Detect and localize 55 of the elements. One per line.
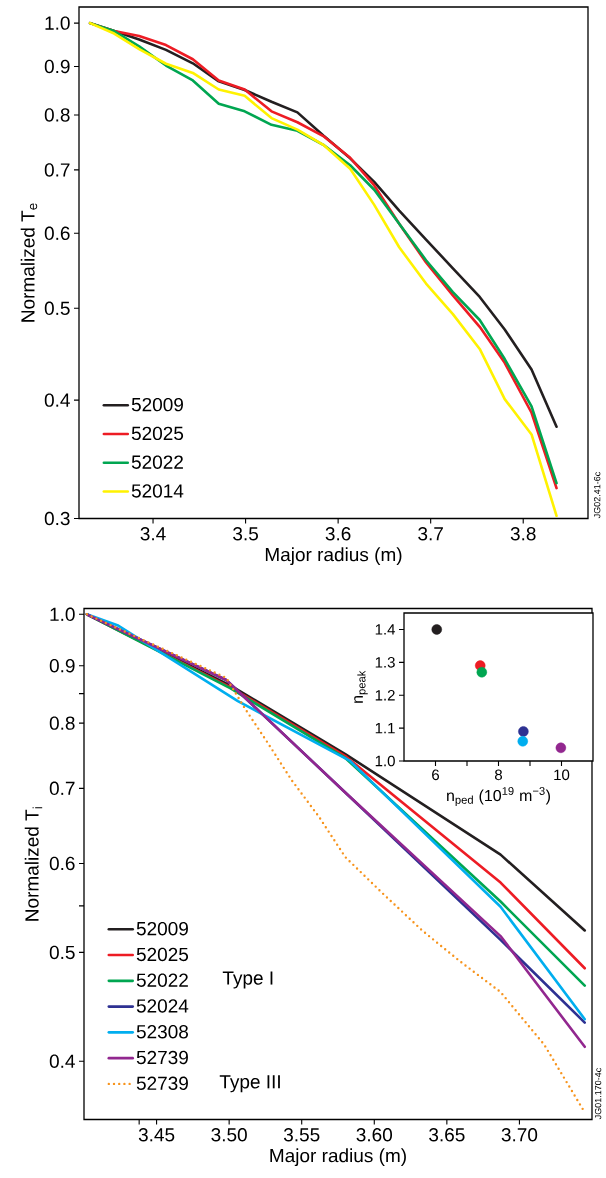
y-axis-title: Normalized T$_{i}$ [24, 807, 43, 921]
x-tick-label: 8 [494, 769, 503, 781]
x-tick-label: 3.65 [429, 1128, 465, 1142]
x-tick-label: 3.7 [418, 527, 443, 541]
y-tick-label: 1.1 [375, 722, 395, 734]
legend-label: 52739 [136, 1076, 188, 1090]
y-tick-label: 0.7 [49, 781, 75, 796]
y-axis-title: n$_{peak}$ [354, 670, 368, 703]
y-tick-label: 1.0 [50, 607, 75, 622]
x-tick-label: 3.50 [211, 1128, 247, 1142]
legend-label: 52739 [136, 1050, 188, 1065]
legend-label: 52009 [136, 921, 188, 936]
x-tick-label: 10 [554, 769, 570, 781]
y-tick-label: 0.5 [49, 945, 75, 960]
y-tick-label: 0.6 [49, 856, 75, 871]
annotation: Type I [222, 971, 273, 989]
x-tick-label: 3.70 [501, 1128, 538, 1142]
legend-label: 52022 [136, 973, 188, 987]
text: JG02.41-6c [593, 472, 601, 519]
x-axis-title: n$_{ped}$ (10$^{19}$ m$^{−3}$) [447, 787, 550, 807]
x-axis-title: Major radius (m) [270, 1148, 406, 1167]
y-tick-label: 1.0 [375, 755, 395, 767]
legend-label: 52014 [131, 484, 184, 498]
x-tick-label: 3.60 [356, 1128, 393, 1142]
x-axis-title: Major radius (m) [265, 547, 402, 566]
text: JG01.170-4c [594, 1068, 602, 1120]
y-tick-label: 0.5 [44, 301, 70, 316]
x-tick-label: 3.5 [233, 527, 258, 541]
y-tick-label: 0.8 [49, 716, 75, 730]
y-tick-label: 0.8 [44, 108, 70, 122]
y-tick-label: 1.3 [375, 657, 395, 668]
y-tick-label: 1.4 [375, 624, 396, 635]
x-tick-label: 3.6 [325, 527, 351, 541]
y-tick-label: 0.9 [49, 658, 75, 673]
legend-label: 52308 [136, 1024, 189, 1039]
legend-label: 52025 [131, 426, 184, 441]
legend-label: 52025 [136, 947, 189, 962]
y-tick-label: 1.2 [375, 689, 395, 701]
annotation: Type III [219, 1075, 280, 1093]
legend-label: 52024 [136, 999, 189, 1013]
x-tick-label: 3.55 [283, 1128, 320, 1142]
y-tick-label: 1.0 [45, 16, 70, 30]
y-axis-title: Normalized T$_{e}$ [20, 203, 38, 322]
y-tick-label: 0.7 [44, 163, 70, 177]
x-tick-label: 6 [432, 769, 440, 781]
y-tick-label: 0.4 [49, 1054, 75, 1068]
x-tick-label: 3.8 [510, 527, 536, 541]
y-tick-label: 0.6 [44, 226, 70, 241]
y-tick-label: 0.4 [44, 393, 70, 407]
y-tick-label: 0.9 [44, 59, 70, 74]
y-tick-label: 0.3 [44, 511, 70, 526]
legend-label: 52022 [131, 455, 183, 469]
x-tick-label: 3.4 [140, 527, 166, 541]
x-tick-label: 3.45 [138, 1128, 175, 1142]
legend-label: 52009 [131, 397, 183, 412]
